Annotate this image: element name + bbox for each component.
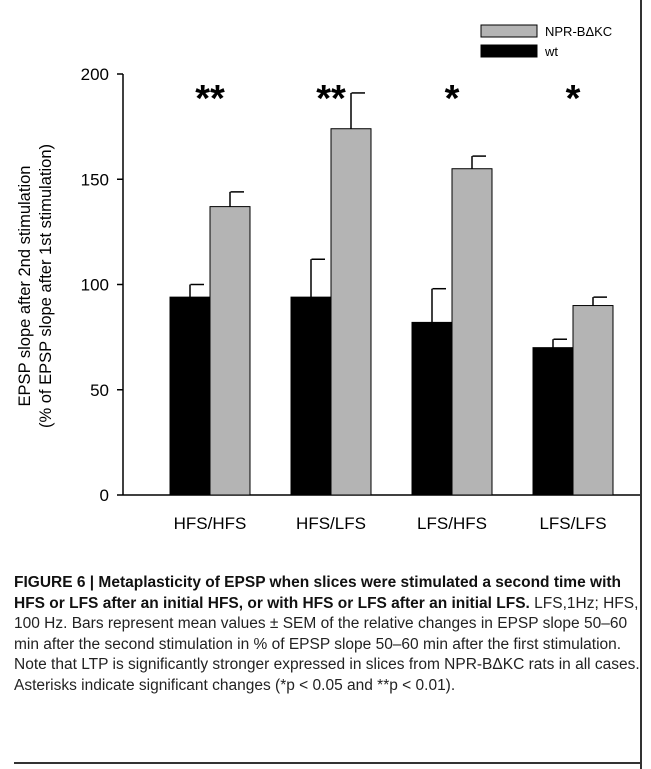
legend-swatch bbox=[480, 44, 538, 58]
x-tick-label: HFS/HFS bbox=[174, 514, 247, 533]
significance-marker: ** bbox=[316, 78, 346, 120]
caption-title: FIGURE 6 | Metaplasticity of EPSP when s… bbox=[14, 574, 622, 612]
bar bbox=[451, 168, 493, 496]
legend-label: NPR-BΔKC bbox=[545, 24, 612, 39]
y-tick-label: 50 bbox=[90, 381, 109, 400]
y-axis-title-line2: (% of EPSP slope after 1st stimulation) bbox=[37, 144, 55, 428]
y-axis: 0 50 100 150 200 bbox=[81, 65, 124, 505]
y-axis-label: EPSP slope after 2nd stimulation (% of EP… bbox=[16, 144, 55, 428]
x-tick-label: HFS/LFS bbox=[296, 514, 366, 533]
y-axis-title-line1: EPSP slope after 2nd stimulation bbox=[16, 166, 34, 407]
x-tick-label: LFS/LFS bbox=[539, 514, 606, 533]
bar bbox=[169, 296, 211, 496]
y-tick-label: 100 bbox=[81, 276, 109, 295]
y-tick-label: 0 bbox=[100, 486, 109, 505]
x-tick-label: LFS/HFS bbox=[417, 514, 487, 533]
caption-text: LFS,1Hz; HFS, 100 Hz. Bars represent mea… bbox=[14, 594, 640, 694]
right-divider bbox=[640, 0, 642, 769]
significance-marker: * bbox=[445, 78, 460, 120]
bar bbox=[411, 321, 453, 496]
bar-chart: NPR-BΔKC wt 0 50 100 150 200 HFS/HFS HFS/LFS LF… bbox=[16, 24, 640, 533]
legend-label: wt bbox=[544, 44, 558, 59]
bar bbox=[572, 305, 614, 496]
bar bbox=[209, 206, 251, 496]
legend-swatch bbox=[480, 24, 538, 38]
bar bbox=[330, 128, 372, 496]
significance-marker: * bbox=[566, 78, 581, 120]
legend: NPR-BΔKC wt bbox=[480, 24, 612, 59]
figure-caption: FIGURE 6 | Metaplasticity of EPSP when s… bbox=[14, 573, 640, 696]
x-axis: HFS/HFS HFS/LFS LFS/HFS LFS/LFS bbox=[123, 494, 640, 533]
bottom-divider bbox=[14, 762, 640, 764]
bars: ** ** * * bbox=[169, 78, 614, 496]
bar bbox=[532, 347, 574, 496]
bar bbox=[290, 296, 332, 496]
y-tick-label: 150 bbox=[81, 170, 109, 189]
y-tick-label: 200 bbox=[81, 65, 109, 84]
significance-marker: ** bbox=[195, 78, 225, 120]
